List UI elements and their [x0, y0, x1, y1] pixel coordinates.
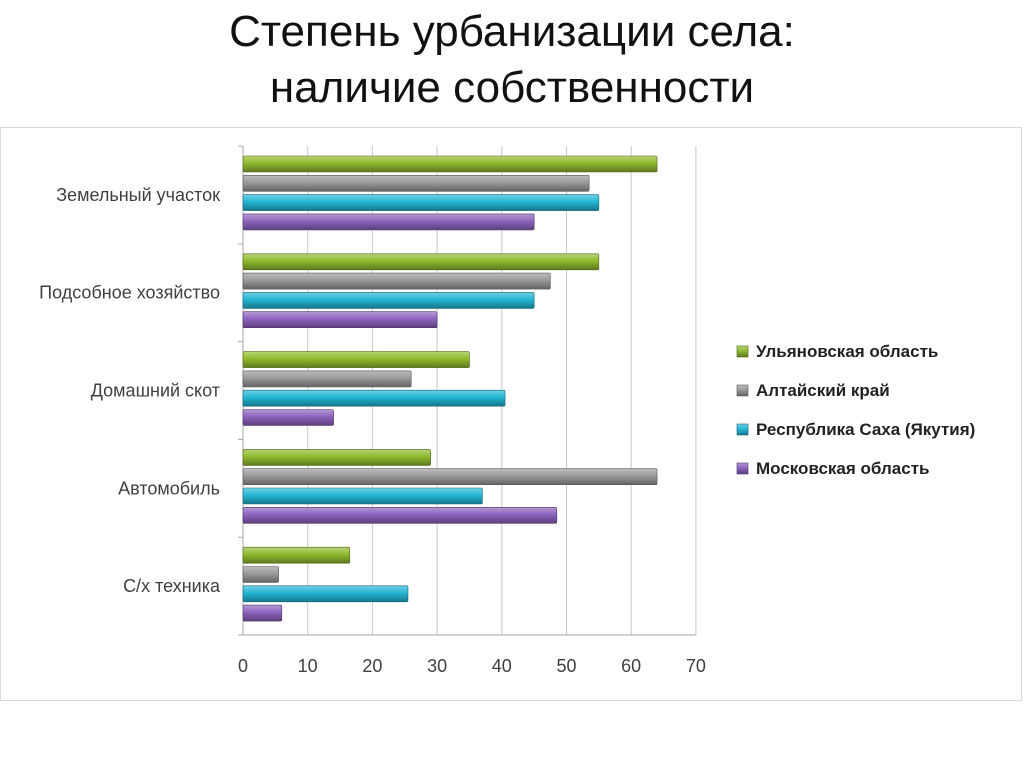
- legend-swatch-республика-саха-якутия: [736, 423, 749, 436]
- legend-label-московская-область: Московская область: [756, 459, 929, 478]
- legend-swatch-алтайский-край: [736, 384, 749, 397]
- legend-swatch-ульяновская-область: [736, 345, 749, 358]
- bar-алтайский-край-с-х-техника: [242, 566, 279, 583]
- slide-title-line2: наличие собственности: [269, 63, 755, 112]
- bar-республика-саха-якутия-автомобиль: [242, 487, 483, 505]
- category-label-автомобиль: Автомобиль: [118, 478, 220, 498]
- bar-ульяновская-область-с-х-техника: [242, 546, 351, 564]
- bar-республика-саха-якутия-с-х-техника: [242, 585, 409, 603]
- bar-московская-область-автомобиль: [242, 506, 558, 524]
- x-tick-label-60: 60: [621, 656, 641, 676]
- category-label-подсобное-хозяйство: Подсобное хозяйство: [39, 283, 220, 303]
- bar-ульяновская-область-автомобиль: [242, 449, 431, 466]
- category-label-с-х-техника: С/х техника: [123, 576, 221, 596]
- x-tick-label-10: 10: [298, 656, 318, 676]
- bar-республика-саха-якутия-земельный-участок: [242, 194, 600, 211]
- bar-chart: 0 10 20 30 40 50 60 70 Земельный участок Подсобно…: [39, 145, 975, 676]
- bar-алтайский-край-подсобное-хозяйство: [242, 272, 551, 290]
- legend-label-ульяновская-область: Ульяновская область: [756, 342, 938, 361]
- bar-московская-область-земельный-участок: [242, 213, 535, 231]
- category-label-земельный-участок: Земельный участок: [56, 185, 220, 205]
- bar-московская-область-домашний-скот: [242, 409, 334, 426]
- bar-алтайский-край-домашний-скот: [242, 370, 412, 388]
- bar-ульяновская-область-домашний-скот: [242, 351, 470, 368]
- x-tick-label-0: 0: [238, 656, 248, 676]
- slide-title-line1: Степень урбанизации села:: [229, 7, 795, 56]
- x-tick-label-40: 40: [492, 656, 512, 676]
- legend-label-алтайский-край: Алтайский край: [756, 381, 890, 400]
- category-label-домашний-скот: Домашний скот: [91, 381, 220, 401]
- legend-swatch-московская-область: [736, 462, 749, 475]
- bar-московская-область-с-х-техника: [242, 604, 283, 622]
- x-tick-label-30: 30: [427, 656, 447, 676]
- x-tick-label-50: 50: [556, 656, 576, 676]
- bar-московская-область-подсобное-хозяйство: [242, 311, 438, 328]
- bar-республика-саха-якутия-подсобное-хозяйство: [242, 292, 535, 309]
- slide-title: Степень урбанизации села: наличие собств…: [0, 4, 1024, 116]
- legend-label-республика-саха-якутия: Республика Саха (Якутия): [756, 420, 975, 439]
- bar-алтайский-край-земельный-участок: [242, 174, 590, 192]
- bar-ульяновская-область-земельный-участок: [242, 155, 658, 173]
- bar-ульяновская-область-подсобное-хозяйство: [242, 253, 600, 271]
- bar-алтайский-край-автомобиль: [242, 468, 658, 486]
- x-tick-label-70: 70: [686, 656, 706, 676]
- x-tick-label-20: 20: [362, 656, 382, 676]
- chart-frame: 0 10 20 30 40 50 60 70 Земельный участок Подсобно…: [0, 127, 1022, 701]
- bar-республика-саха-якутия-домашний-скот: [242, 389, 506, 407]
